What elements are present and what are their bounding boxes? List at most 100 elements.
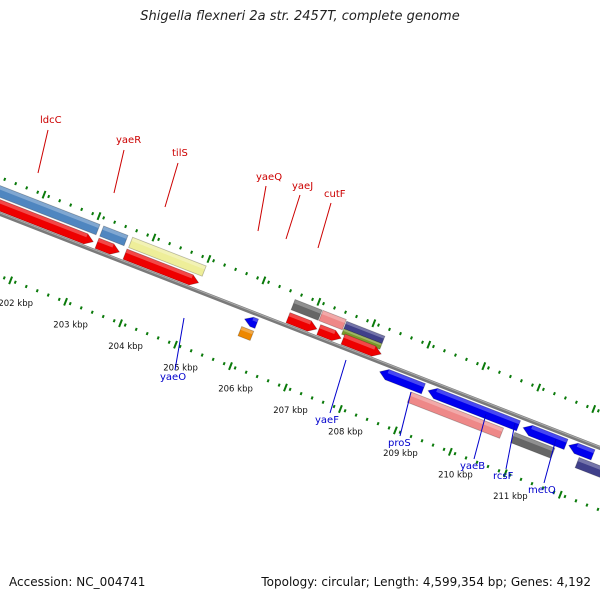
lower-scale-minor-tick	[167, 340, 171, 344]
upper-scale-minor-tick	[355, 314, 358, 319]
scale-label: 206 kbp	[218, 385, 253, 395]
lower-scale-major-tick	[118, 319, 123, 328]
lower-scale-minor-tick	[2, 276, 6, 280]
upper-scale-major-tick	[481, 362, 487, 371]
gene-bar-ldcC	[0, 185, 101, 236]
lower-scale-minor-tick	[189, 349, 193, 353]
gene-bar-yaeO	[237, 325, 255, 342]
cds-cutF	[340, 333, 382, 357]
upper-scale-minor-tick	[146, 233, 150, 237]
leader-cutF	[317, 202, 332, 249]
upper-scale-minor-tick	[267, 280, 271, 284]
lower-scale-minor-tick	[508, 473, 512, 477]
lower-scale-minor-tick	[563, 494, 567, 499]
lower-scale-minor-tick	[420, 439, 424, 443]
lower-scale-minor-tick	[68, 301, 72, 306]
upper-scale-minor-tick	[421, 340, 424, 344]
gene-label-metQ: metQ	[528, 485, 556, 496]
upper-scale-minor-tick	[541, 387, 545, 392]
scale-label: 204 kbp	[108, 342, 143, 352]
upper-scale-minor-tick	[278, 284, 282, 289]
lower-scale-minor-tick	[442, 447, 446, 452]
lower-scale-minor-tick	[497, 469, 501, 473]
gene-label-yaeR: yaeR	[116, 135, 141, 146]
upper-scale-minor-tick	[519, 379, 523, 383]
lower-scale-minor-tick	[343, 409, 347, 413]
upper-scale-minor-tick	[179, 246, 183, 250]
lower-scale-minor-tick	[255, 374, 259, 379]
gene-label-yaeO: yaeO	[160, 372, 186, 383]
leader-ldcC	[37, 129, 49, 174]
lower-scale-minor-tick	[574, 499, 578, 503]
cds-yaeR	[94, 237, 121, 255]
lower-scale-major-tick	[447, 447, 453, 456]
lower-scale-major-tick	[283, 383, 288, 392]
lower-scale-major-tick	[63, 297, 68, 306]
gene-label-rcsF: rcsF	[493, 471, 514, 482]
gene-bar-tilS	[128, 236, 207, 277]
lower-scale-minor-tick	[376, 421, 380, 426]
cds-rcsF	[568, 442, 596, 461]
lower-scale-minor-tick	[200, 353, 204, 357]
upper-scale-minor-tick	[3, 177, 7, 182]
upper-scale-major-tick	[96, 212, 102, 221]
leader-yaeO	[174, 317, 185, 371]
upper-scale-minor-tick	[344, 310, 347, 314]
lower-scale-minor-tick	[101, 314, 105, 319]
lower-scale-minor-tick	[134, 327, 138, 332]
upper-scale-minor-tick	[497, 370, 501, 374]
rna-cutF	[341, 328, 383, 350]
lower-scale-minor-tick	[277, 383, 281, 387]
lower-scale-major-tick	[8, 276, 13, 285]
upper-scale-minor-tick	[201, 254, 205, 259]
gene-bar-yaeR	[99, 225, 129, 247]
lower-scale-minor-tick	[233, 366, 237, 370]
leader-yaeB	[473, 413, 487, 460]
upper-scale-major-tick	[151, 233, 157, 242]
lower-scale-minor-tick	[244, 370, 248, 374]
upper-scale-minor-tick	[366, 319, 369, 323]
upper-scale-major-tick	[536, 383, 542, 392]
upper-scale-minor-tick	[486, 366, 490, 370]
genome-title: Shigella flexneri 2a str. 2457T, complet…	[140, 9, 460, 24]
lower-scale-minor-tick	[57, 297, 61, 302]
lower-scale-minor-tick	[90, 310, 94, 314]
lower-scale-minor-tick	[486, 464, 490, 469]
cds-yaeB	[522, 424, 569, 451]
upper-scale-minor-tick	[464, 357, 468, 362]
lower-scale-minor-tick	[596, 507, 600, 512]
gene-label-ldcC: ldcC	[40, 115, 62, 126]
upper-scale-major-tick	[206, 254, 212, 264]
topology-text: Topology: circular; Length: 4,599,354 bp…	[261, 575, 591, 589]
upper-scale-minor-tick	[80, 207, 84, 212]
scale-label: 203 kbp	[53, 320, 88, 330]
upper-scale-major-tick	[591, 404, 597, 414]
upper-scale-minor-tick	[388, 327, 391, 332]
lower-scale-major-tick	[557, 490, 563, 499]
scale-label: 208 kbp	[328, 428, 363, 438]
upper-scale-minor-tick	[113, 220, 117, 224]
leader-metQ	[543, 438, 557, 484]
leader-proS	[399, 391, 412, 437]
gene-label-yaeQ: yaeQ	[256, 172, 282, 183]
upper-scale-major-tick	[426, 340, 432, 349]
lower-scale-minor-tick	[321, 400, 325, 404]
lower-scale-minor-tick	[431, 443, 435, 447]
lower-scale-minor-tick	[123, 323, 127, 327]
cds-ldcC	[0, 199, 94, 245]
lower-scale-minor-tick	[211, 357, 215, 362]
gene-label-cutF: cutF	[324, 189, 346, 200]
lower-scale-major-tick	[173, 340, 178, 349]
lower-scale-minor-tick	[145, 331, 149, 336]
gene-bar-yaeQ	[290, 298, 323, 321]
scale-label: 210 kbp	[438, 470, 473, 480]
leader-tilS	[164, 162, 179, 208]
upper-scale-minor-tick	[190, 250, 194, 254]
lower-scale-minor-tick	[530, 481, 534, 486]
lower-scale-minor-tick	[13, 280, 17, 284]
scale-label: 202 kbp	[0, 299, 33, 309]
lower-scale-minor-tick	[354, 413, 358, 417]
lower-scale-minor-tick	[112, 319, 116, 323]
upper-scale-minor-tick	[124, 224, 128, 229]
